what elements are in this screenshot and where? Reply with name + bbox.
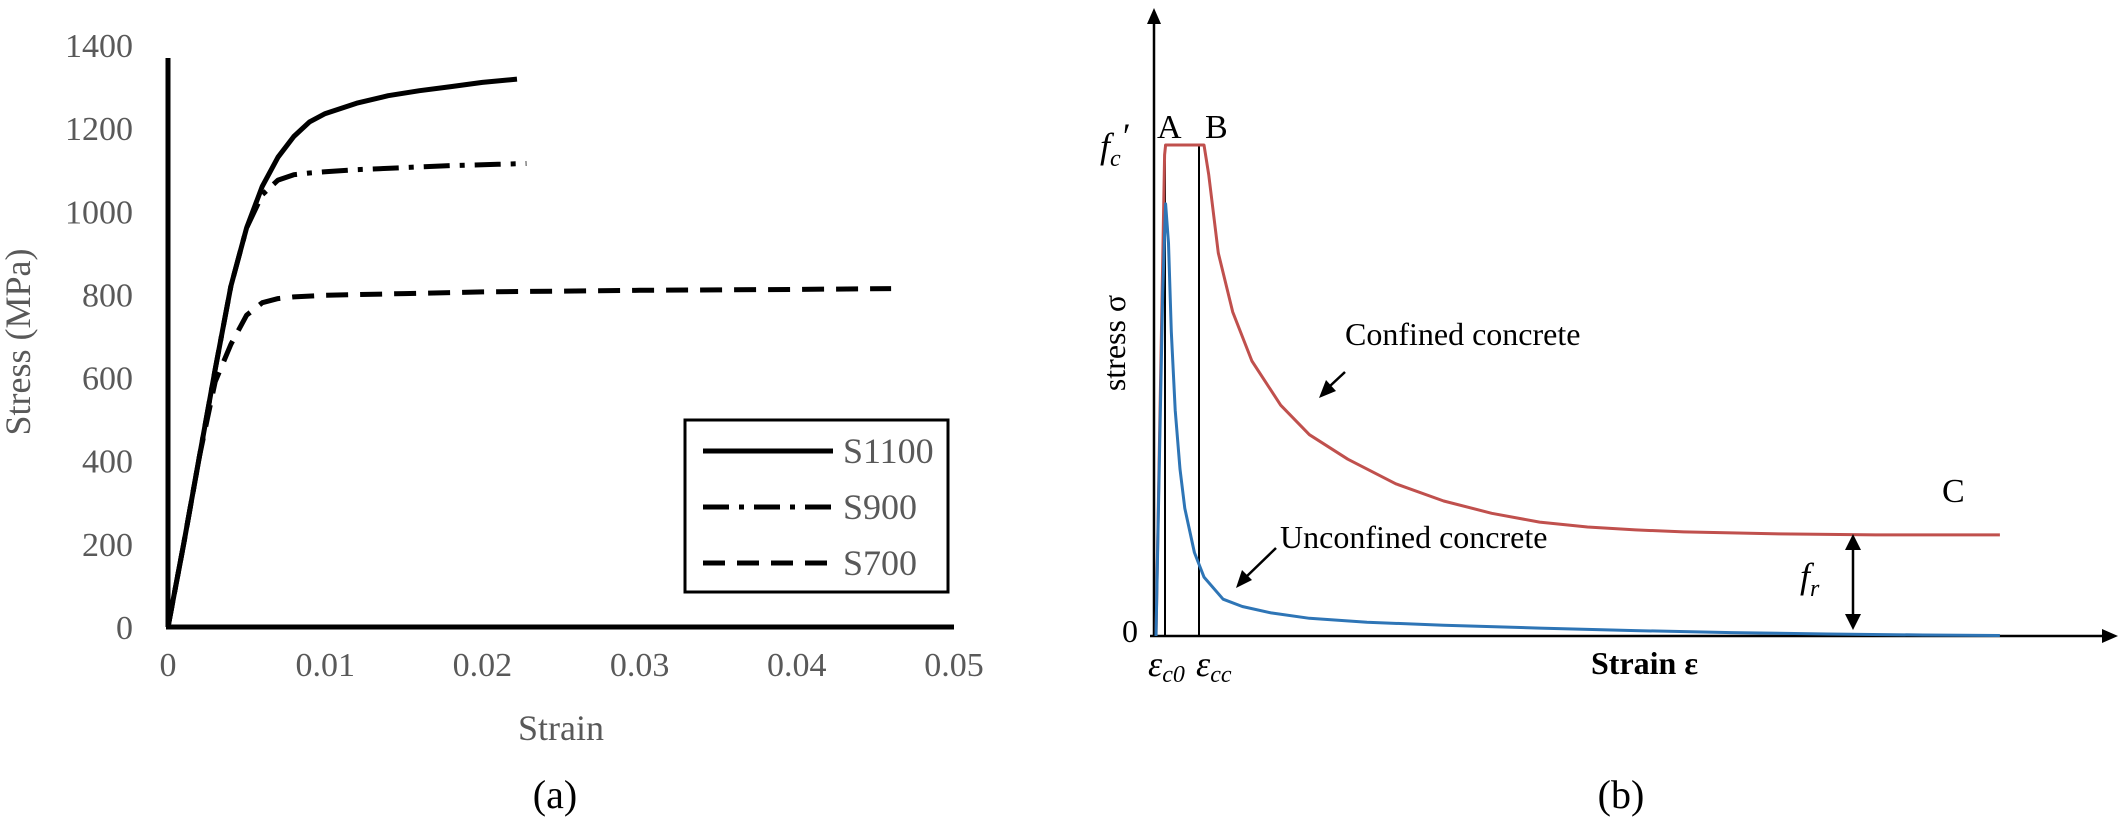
chart-a-legend: S1100 S900 S700 (683, 418, 950, 594)
series-line-s1100 (165, 76, 518, 628)
unconfined-callout-arrow (1244, 547, 1277, 579)
fc-label: fc′ (1100, 116, 1130, 172)
legend-label-s900: S900 (843, 487, 917, 527)
fr-label: fr (1800, 556, 1820, 602)
eps-cc-label: εcc (1196, 644, 1232, 688)
chart-b-x-label: Strain ε (1591, 645, 1698, 681)
chart-a-x-tick-label: 0.03 (610, 647, 670, 684)
point-a-label: A (1157, 109, 1182, 146)
eps-c0-label: εc0 (1148, 644, 1185, 688)
chart-b-origin-label: 0 (1122, 613, 1138, 649)
confined-concrete-label: Confined concrete (1345, 316, 1580, 352)
chart-b: Confined concrete Unconfined concrete A … (1096, 8, 2118, 817)
chart-a: 0 200 400 600 800 1000 1200 1400 0 0.01 0.02 0.03 0… (0, 28, 984, 817)
chart-a-x-tick-label: 0.01 (295, 647, 355, 684)
chart-a-y-tick-label: 0 (116, 610, 133, 647)
chart-b-caption: (b) (1598, 772, 1645, 817)
legend-label-s700: S700 (843, 543, 917, 583)
fr-arrowhead-top (1845, 534, 1861, 550)
fr-arrowhead-bottom (1845, 614, 1861, 630)
chart-a-y-tick-label: 200 (82, 527, 133, 564)
chart-a-x-tick-label: 0 (160, 647, 177, 684)
chart-a-y-tick-label: 400 (82, 444, 133, 481)
unconfined-callout-arrowhead (1236, 570, 1252, 588)
chart-a-y-label: Stress (MPa) (0, 249, 38, 436)
confined-callout-arrowhead (1319, 380, 1336, 398)
chart-a-x-label: Strain (518, 708, 604, 748)
series-line-s700 (165, 286, 892, 628)
chart-a-x-tick-label: 0.04 (767, 647, 827, 684)
chart-a-y-tick-label: 1200 (65, 111, 133, 148)
chart-b-y-label: stress σ (1096, 295, 1132, 391)
point-b-label: B (1205, 109, 1228, 146)
point-c-label: C (1942, 473, 1965, 510)
chart-a-y-tick-label: 600 (82, 361, 133, 398)
unconfined-concrete-label: Unconfined concrete (1280, 519, 1547, 555)
chart-a-caption: (a) (533, 772, 577, 817)
legend-label-s1100: S1100 (843, 431, 934, 471)
chart-a-y-tick-label: 800 (82, 277, 133, 314)
confined-callout-arrow (1329, 371, 1346, 387)
chart-a-y-tick-label: 1000 (65, 194, 133, 231)
unconfined-concrete-curve (1154, 202, 2000, 637)
chart-a-x-tick-label: 0.05 (924, 647, 984, 684)
chart-b-x-arrowhead (2102, 629, 2118, 643)
chart-b-y-arrowhead (1147, 8, 1161, 24)
chart-a-y-tick-label: 1400 (65, 28, 133, 65)
confined-concrete-curve (1154, 143, 2000, 637)
series-line-s900 (165, 161, 527, 628)
chart-a-x-tick-label: 0.02 (453, 647, 513, 684)
